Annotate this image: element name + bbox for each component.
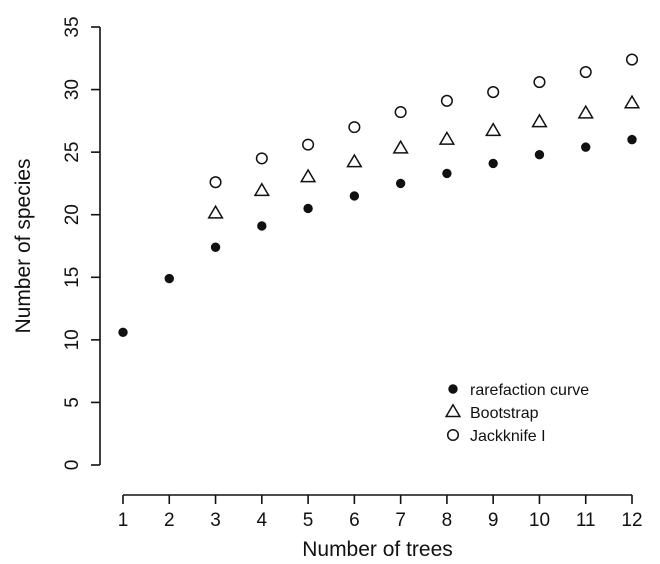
y-tick-label: 20 (62, 204, 83, 225)
jackknife-i-point (440, 94, 453, 107)
rarefaction-curve-point (257, 221, 267, 231)
rarefaction-curve-point (210, 242, 221, 252)
x-tick-label: 3 (210, 510, 221, 531)
rarefaction-curve-point (349, 191, 360, 201)
y-tick-label: 30 (62, 79, 83, 100)
jackknife-i-point (302, 138, 315, 151)
legend-marker-rarefaction-curve (448, 384, 458, 394)
y-axis-title: Number of species (12, 158, 35, 333)
y-axis-ticks: 0 5 10 15 20 25 30 35 (62, 16, 100, 470)
x-tick-label: 6 (349, 510, 360, 531)
x-tick-label: 1 (118, 510, 129, 531)
x-tick-label: 11 (576, 510, 596, 531)
jackknife-i-point (348, 121, 361, 134)
bootstrap-point (485, 122, 502, 137)
bootstrap-point (207, 204, 224, 219)
bootstrap-point (253, 182, 270, 197)
x-tick-label: 8 (442, 510, 453, 531)
jackknife-i-point (394, 106, 407, 119)
bootstrap-point (299, 168, 317, 183)
bootstrap-point (623, 94, 641, 109)
x-tick-label: 7 (395, 510, 406, 531)
y-tick-label: 25 (62, 142, 83, 163)
rarefaction-curve-point (303, 203, 313, 214)
bootstrap-point (392, 139, 409, 154)
jackknife-i-point (487, 86, 500, 99)
jackknife-i-point (255, 152, 268, 165)
rarefaction-curve-point (581, 142, 591, 152)
x-tick-label: 4 (257, 510, 268, 531)
jackknife-i-point (533, 76, 546, 89)
x-axis-ticks: 1 2 3 4 5 6 7 8 9 10 11 12 (118, 495, 643, 531)
legend-marker-bootstrap (444, 403, 462, 418)
legend-label-jackknife-i: Jackknife I (470, 428, 546, 445)
legend: rarefaction curve Bootstrap Jackknife I (444, 382, 589, 445)
series-jackknife-i (209, 53, 639, 189)
y-tick-label: 10 (62, 329, 83, 350)
rarefaction-curve-point (627, 134, 637, 145)
x-tick-label: 10 (529, 510, 550, 531)
rarefaction-curve-point (534, 149, 545, 160)
legend-marker-jackknife-i (446, 428, 460, 442)
legend-label-bootstrap: Bootstrap (470, 405, 539, 422)
x-tick-label: 12 (621, 510, 642, 531)
legend-label-rarefaction-curve: rarefaction curve (470, 382, 589, 399)
rarefaction-curve-point (442, 168, 452, 179)
series-rarefaction-curve (118, 134, 637, 338)
rarefaction-curve-point (488, 158, 498, 169)
x-axis-title: Number of trees (302, 538, 453, 561)
y-tick-label: 0 (62, 460, 83, 471)
jackknife-i-point (209, 176, 222, 189)
x-tick-label: 2 (164, 510, 175, 531)
y-tick-label: 5 (62, 397, 83, 408)
x-tick-label: 9 (488, 510, 499, 531)
y-tick-label: 15 (62, 267, 83, 288)
bootstrap-point (531, 113, 548, 128)
jackknife-i-point (579, 66, 592, 79)
rarefaction-curve-point (395, 178, 406, 189)
bootstrap-point (577, 104, 594, 119)
y-tick-label: 35 (62, 16, 83, 37)
rarefaction-curve-point (164, 273, 174, 284)
rarefaction-curve-point (118, 327, 128, 338)
bootstrap-point (438, 130, 456, 145)
series-bootstrap (207, 94, 641, 219)
jackknife-i-point (625, 53, 639, 66)
bootstrap-point (346, 153, 363, 168)
x-tick-label: 5 (303, 510, 314, 531)
data-points (118, 53, 641, 338)
